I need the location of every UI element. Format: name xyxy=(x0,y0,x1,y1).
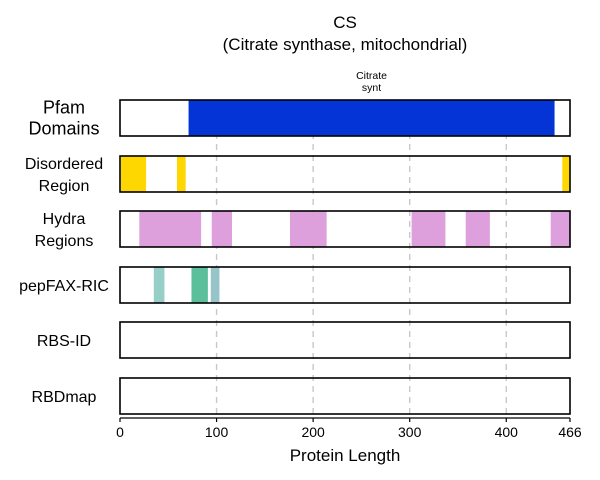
chart-subtitle: (Citrate synthase, mitochondrial) xyxy=(223,35,468,54)
track-segment xyxy=(211,211,233,247)
chart-title: CS xyxy=(333,13,357,32)
x-tick-label: 466 xyxy=(558,424,582,440)
x-tick-label: 200 xyxy=(301,424,325,440)
track-label: Region xyxy=(39,178,90,195)
track-frame xyxy=(119,99,571,137)
track-segment xyxy=(188,100,555,136)
x-axis: 0 100 200 300 400 466 xyxy=(116,417,582,440)
track-segment xyxy=(465,211,490,247)
track-row: pepFAX-RIC xyxy=(19,266,571,304)
track-label: Regions xyxy=(35,233,94,250)
x-tick-label: 100 xyxy=(205,424,229,440)
track-label: pepFAX-RIC xyxy=(19,278,109,295)
track-segment xyxy=(411,211,446,247)
track-segment xyxy=(210,267,220,303)
track-segment xyxy=(191,267,208,303)
domain-label: synt xyxy=(362,82,381,94)
track-row: RBS-ID xyxy=(37,321,571,359)
track-row: Hydra Regions xyxy=(35,210,571,250)
track-label: Pfam xyxy=(43,98,85,118)
x-tick-label: 300 xyxy=(398,424,422,440)
x-axis-label: Protein Length xyxy=(290,446,401,465)
track-segment xyxy=(139,211,202,247)
track-segment xyxy=(550,211,570,247)
track-segment xyxy=(562,156,570,192)
track-segment xyxy=(289,211,327,247)
track-row: RBDmap xyxy=(32,377,571,415)
track-label: Disordered xyxy=(25,156,103,173)
track-frame xyxy=(119,155,571,193)
grid-layer xyxy=(215,100,507,418)
track-row: Disordered Region xyxy=(25,155,571,195)
track-frame xyxy=(119,377,571,415)
track-label: Domains xyxy=(28,119,99,139)
track-label: RBS-ID xyxy=(37,333,91,350)
domain-label: Citrate xyxy=(356,70,387,82)
track-label: Hydra xyxy=(43,211,86,228)
track-segment xyxy=(153,267,165,303)
track-label: RBDmap xyxy=(32,389,97,406)
track-frame xyxy=(119,266,571,304)
x-tick-label: 400 xyxy=(495,424,519,440)
track-segment xyxy=(176,156,186,192)
x-tick-label: 0 xyxy=(116,424,124,440)
track-frame xyxy=(119,210,571,248)
track-frame xyxy=(119,321,571,359)
track-segment xyxy=(120,156,147,192)
